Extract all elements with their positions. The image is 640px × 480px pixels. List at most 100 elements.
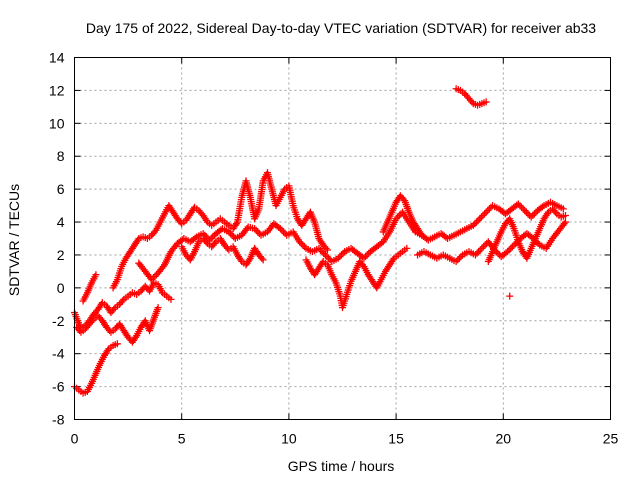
y-tick-label: 8 — [57, 148, 65, 164]
data-point — [522, 208, 530, 216]
data-point — [245, 256, 253, 264]
data-point — [560, 220, 568, 228]
data-point — [452, 258, 460, 266]
data-point — [362, 253, 370, 261]
data-point — [484, 207, 492, 215]
data-point — [317, 246, 325, 254]
data-point — [259, 256, 267, 264]
data-point — [506, 292, 514, 300]
data-point — [315, 244, 323, 252]
data-point — [403, 244, 411, 252]
data-point — [482, 98, 490, 106]
data-point — [280, 228, 288, 236]
data-point — [154, 304, 162, 312]
series-track-k — [484, 205, 569, 266]
data-point — [559, 205, 567, 213]
data-point — [318, 248, 326, 256]
y-tick-label: -6 — [52, 379, 65, 395]
chart-title: Day 175 of 2022, Sidereal Day-to-day VTE… — [86, 20, 596, 36]
data-point — [389, 256, 397, 264]
data-point — [529, 211, 537, 219]
data-point — [88, 317, 96, 325]
y-tick-label: 14 — [49, 50, 65, 66]
data-point — [296, 238, 304, 246]
data-point — [325, 254, 333, 262]
data-point — [479, 211, 487, 219]
series-track-f — [135, 198, 567, 284]
data-point — [226, 230, 234, 238]
data-point — [524, 210, 532, 218]
data-point — [395, 211, 403, 219]
data-point — [320, 249, 328, 257]
x-tick-label: 20 — [496, 431, 512, 447]
plot-frame — [74, 57, 611, 420]
data-point — [251, 225, 259, 233]
data-point — [399, 195, 407, 203]
data-point — [475, 248, 483, 256]
data-point — [551, 208, 559, 216]
data-point — [508, 243, 516, 251]
data-point — [417, 230, 425, 238]
series-track-h — [302, 244, 411, 312]
data-point — [322, 244, 330, 252]
data-point — [474, 216, 482, 224]
grid — [74, 57, 611, 420]
data-point — [527, 213, 535, 221]
data-point — [471, 251, 479, 259]
data-point — [151, 272, 159, 280]
data-point — [252, 226, 260, 234]
data-point — [457, 253, 465, 261]
data-point — [519, 205, 527, 213]
axis-ticks: 0 5 10 15 20 25 -8 -6 -4 -2 0 2 4 6 8 10 12 14 — [49, 50, 619, 447]
data-point — [209, 233, 217, 241]
data-point — [514, 200, 522, 208]
data-point — [561, 211, 569, 219]
series-track-l — [452, 85, 490, 109]
data-point — [505, 246, 513, 254]
data-point — [494, 249, 502, 257]
y-tick-label: 4 — [57, 214, 65, 230]
data-point — [481, 210, 489, 218]
data-point — [278, 226, 286, 234]
data-point — [334, 254, 342, 262]
x-tick-label: 25 — [603, 431, 619, 447]
x-tick-label: 0 — [71, 431, 79, 447]
data-point — [510, 241, 518, 249]
data-point — [482, 208, 490, 216]
data-point — [110, 305, 118, 313]
data-point — [455, 254, 463, 262]
data-point — [454, 256, 462, 264]
data-point — [479, 243, 487, 251]
data-point — [468, 98, 476, 106]
data-point — [561, 218, 569, 226]
data-point — [339, 249, 347, 257]
data-point — [477, 213, 485, 221]
data-point — [392, 215, 400, 223]
data-marks — [71, 85, 569, 397]
data-point — [148, 276, 156, 284]
series-track-c — [71, 340, 121, 397]
data-point — [258, 254, 266, 262]
data-point — [202, 238, 210, 246]
data-point — [300, 243, 308, 251]
data-point — [228, 231, 236, 239]
data-point — [359, 261, 367, 269]
data-point — [202, 216, 210, 224]
y-tick-label: 10 — [49, 115, 65, 131]
data-point — [538, 203, 546, 211]
data-point — [518, 203, 526, 211]
data-point — [471, 220, 479, 228]
y-tick-label: -2 — [52, 313, 65, 329]
data-point — [507, 244, 515, 252]
data-point — [211, 239, 219, 247]
data-point — [323, 246, 331, 254]
data-point — [394, 213, 402, 221]
data-point — [418, 231, 426, 239]
x-tick-label: 15 — [388, 431, 404, 447]
data-point — [473, 218, 480, 226]
data-point — [104, 346, 112, 354]
data-point — [360, 254, 368, 262]
data-point — [276, 225, 284, 233]
series-track-i — [379, 192, 426, 239]
